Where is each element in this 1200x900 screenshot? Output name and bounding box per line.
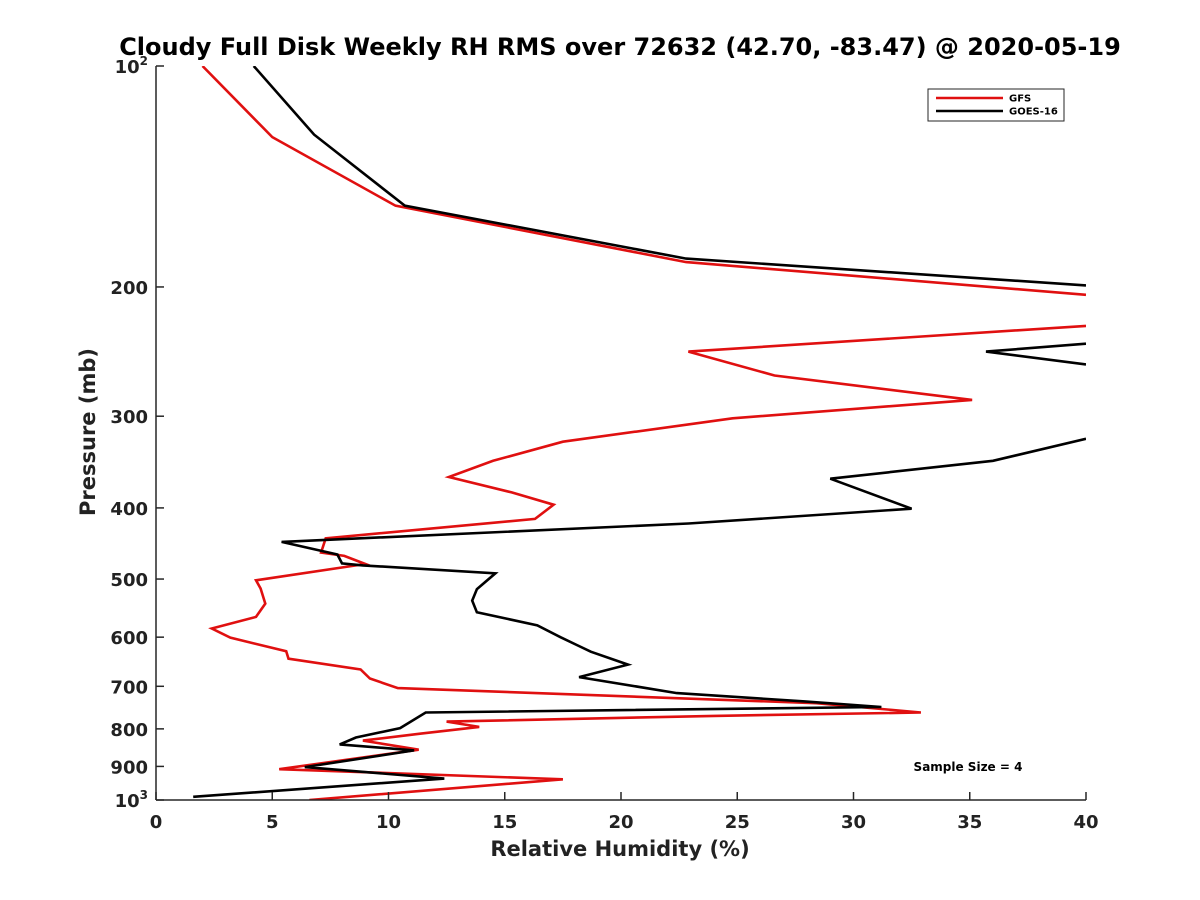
- series-line-goes-16: [193, 66, 1086, 799]
- y-tick-label: 103: [115, 788, 148, 812]
- y-ticks: 102 200 300 400 500 600 700 800 900 103: [110, 54, 164, 812]
- x-tick-label: 25: [725, 812, 750, 833]
- y-tick-label: 500: [110, 570, 148, 591]
- x-tick-label: 10: [376, 812, 401, 833]
- x-tick-label: 20: [608, 812, 633, 833]
- y-tick-label: 200: [110, 278, 148, 299]
- x-axis-label: Relative Humidity (%): [490, 837, 749, 861]
- y-axis-label: Pressure (mb): [76, 348, 100, 516]
- x-tick-label: 15: [492, 812, 517, 833]
- legend-label: GFS: [1009, 94, 1031, 105]
- y-tick-label: 102: [115, 54, 148, 78]
- legend: GFS GOES-16: [927, 88, 1065, 122]
- x-tick-label: 30: [841, 812, 866, 833]
- x-tick-label: 0: [150, 812, 163, 833]
- series-layer: [193, 66, 1086, 800]
- y-tick-label: 800: [110, 720, 148, 741]
- x-tick-label: 5: [266, 812, 279, 833]
- series-line-gfs: [201, 66, 1086, 800]
- chart-title: Cloudy Full Disk Weekly RH RMS over 7263…: [119, 33, 1121, 61]
- legend-box: [927, 88, 1065, 122]
- y-tick-label: 400: [110, 499, 148, 520]
- sample-size-annotation: Sample Size = 4: [914, 760, 1023, 774]
- x-tick-label: 40: [1073, 812, 1098, 833]
- y-tick-label: 900: [110, 757, 148, 778]
- y-tick-label: 700: [110, 677, 148, 698]
- y-tick-label: 300: [110, 407, 148, 428]
- legend-label: GOES-16: [1009, 107, 1058, 118]
- x-tick-label: 35: [957, 812, 982, 833]
- y-tick-label: 600: [110, 628, 148, 649]
- x-ticks: 0 5 10 15 20 25 30 35 40: [150, 792, 1099, 833]
